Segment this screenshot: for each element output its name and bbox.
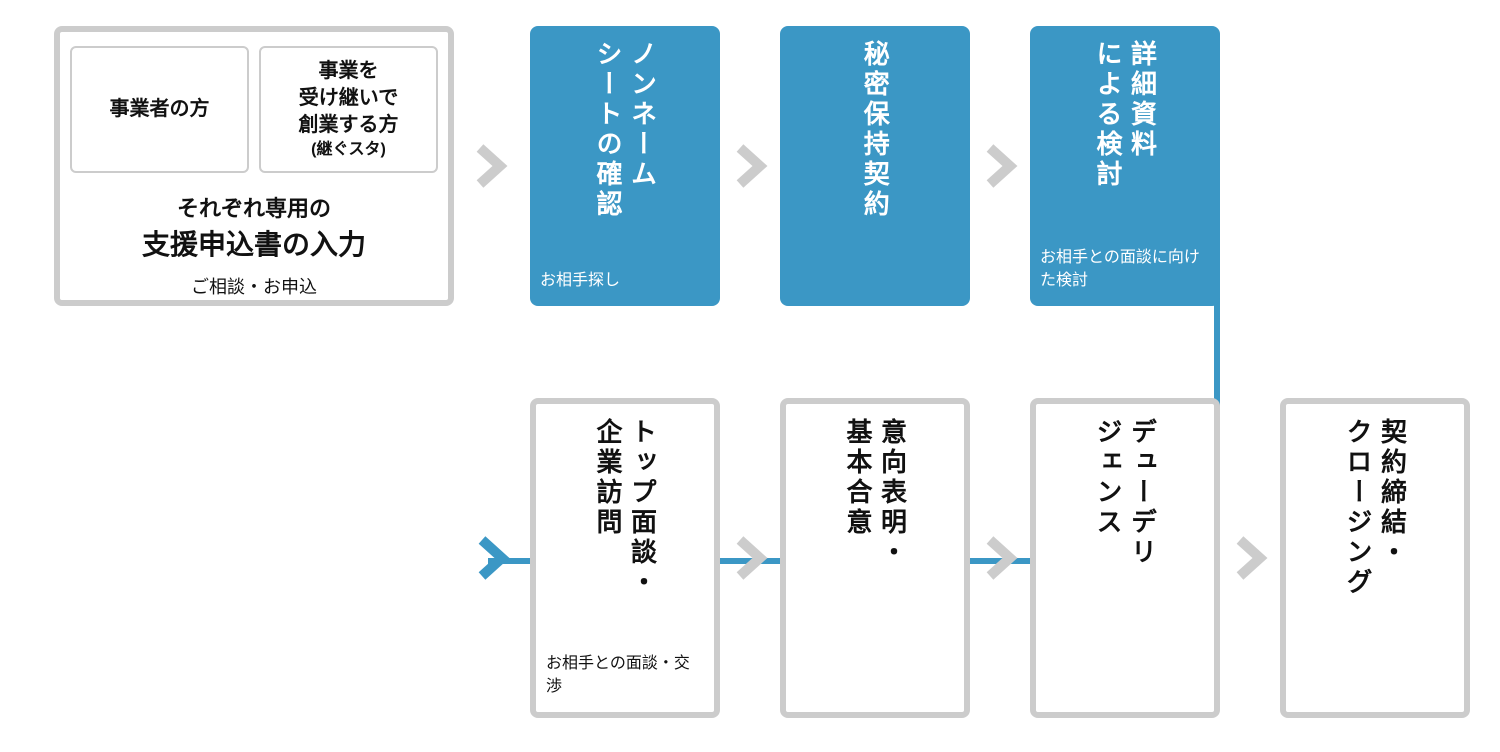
- row2-card-0-title: トップ面談・企業訪問: [546, 418, 704, 645]
- row1-card-2-caption: お相手との面談に向けた検討: [1040, 247, 1210, 292]
- intro-tab-business: 事業者の方: [70, 46, 249, 173]
- row1-card-2: 詳細資料による検討お相手との面談に向けた検討: [1030, 26, 1220, 306]
- row2-card-0-col-1: 企業訪問: [592, 418, 625, 645]
- row2-card-2-title: デューデリジェンス: [1046, 418, 1204, 698]
- intro-caption: ご相談・お申込: [70, 273, 438, 299]
- intro-tab2-l2: 受け継いで: [299, 87, 398, 109]
- arrow-r2-2: [976, 534, 1024, 582]
- intro-tab2-l1: 事業を: [319, 60, 379, 82]
- arrow-r2-0: [468, 534, 516, 582]
- row2-card-2-col-0: デューデリ: [1126, 418, 1159, 698]
- row1-card-2-col-0: 詳細資料: [1126, 40, 1159, 239]
- row1-card-1-title: 秘密保持契約: [790, 40, 960, 292]
- row2-card-1-title: 意向表明・基本合意: [796, 418, 954, 698]
- row1-card-0-caption: お相手探し: [540, 270, 710, 292]
- row1-card-0-col-1: シートの確認: [592, 40, 625, 262]
- row2-card-2-col-1: ジェンス: [1092, 418, 1125, 698]
- row1-card-2-col-1: による検討: [1092, 40, 1125, 239]
- row2-card-2: デューデリジェンス: [1030, 398, 1220, 718]
- row2-card-3-col-1: クロージング: [1342, 418, 1375, 698]
- intro-box: 事業者の方 事業を 受け継いで 創業する方 (継ぐスタ) それぞれ専用の 支援申…: [54, 26, 454, 306]
- arrow-r1-0: [466, 142, 514, 190]
- row1-card-1: 秘密保持契約: [780, 26, 970, 306]
- arrow-r2-1: [726, 534, 774, 582]
- arrow-r2-3: [1226, 534, 1274, 582]
- row1-card-0-col-0: ノンネーム: [626, 40, 659, 262]
- intro-tab-successor: 事業を 受け継いで 創業する方 (継ぐスタ): [259, 46, 438, 173]
- row2-card-1-col-1: 基本合意: [842, 418, 875, 698]
- arrow-r1-1: [726, 142, 774, 190]
- row2-card-3-col-0: 契約締結・: [1376, 418, 1409, 698]
- row1-card-0: ノンネームシートの確認お相手探し: [530, 26, 720, 306]
- row2-card-1: 意向表明・基本合意: [780, 398, 970, 718]
- row2-card-0: トップ面談・企業訪問お相手との面談・交渉: [530, 398, 720, 718]
- row1-card-0-title: ノンネームシートの確認: [540, 40, 710, 262]
- row2-card-0-col-0: トップ面談・: [626, 418, 659, 645]
- intro-title-1: それぞれ専用の: [70, 191, 438, 223]
- row1-card-1-col-0: 秘密保持契約: [859, 40, 892, 292]
- arrow-r1-2: [976, 142, 1024, 190]
- row1-card-2-title: 詳細資料による検討: [1040, 40, 1210, 239]
- row2-card-1-col-0: 意向表明・: [876, 418, 909, 698]
- intro-tab2-l3: 創業する方: [299, 114, 399, 136]
- row2-card-0-caption: お相手との面談・交渉: [546, 653, 704, 698]
- intro-tab2-sub: (継ぐスタ): [299, 139, 399, 161]
- row2-card-3: 契約締結・クロージング: [1280, 398, 1470, 718]
- intro-tab1-label: 事業者の方: [110, 96, 210, 123]
- intro-title-2: 支援申込書の入力: [70, 223, 438, 263]
- row2-card-3-title: 契約締結・クロージング: [1296, 418, 1454, 698]
